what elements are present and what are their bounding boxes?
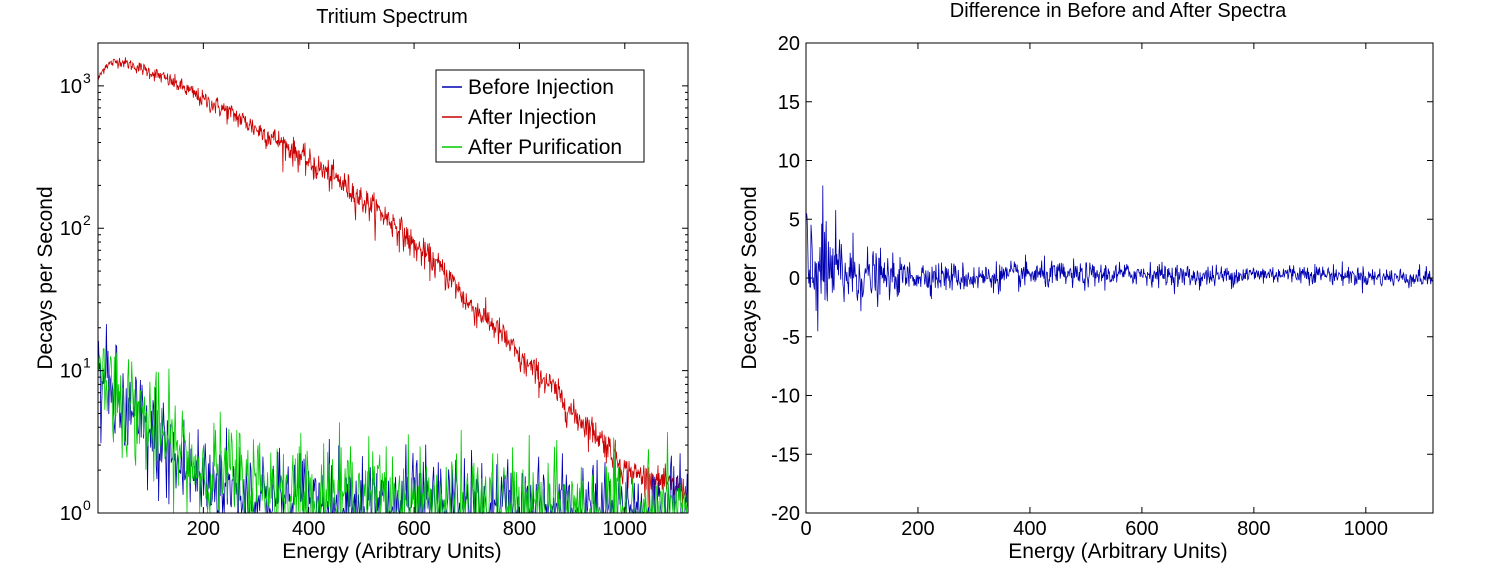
- chart1-y-tick-label: 10 2: [60, 212, 91, 240]
- chart1-y-tick-exponent: 3: [83, 70, 91, 86]
- legend-label-before-injection: Before Injection: [468, 76, 614, 99]
- chart1-legend-box: [435, 69, 645, 163]
- chart1-y-tick-base: 10: [60, 76, 82, 98]
- difference-chart: Difference in Before and After Spectra 0…: [738, 0, 1434, 563]
- chart2-series-difference: [805, 185, 1434, 332]
- chart2-y-tick-label: 5: [789, 209, 800, 231]
- chart2-x-tick-label: 400: [1013, 518, 1046, 540]
- legend-label-after-injection: After Injection: [468, 106, 596, 129]
- chart2-y-tick-label: -15: [771, 444, 800, 466]
- chart1-y-tick-exponent: 2: [83, 212, 91, 228]
- chart1-y-tick-label: 10 3: [60, 70, 91, 98]
- chart2-y-tick-label: 0: [789, 268, 800, 290]
- chart2-x-tick-label: 0: [800, 518, 811, 540]
- chart2-y-ticks: -20 -15 -10 -5 0 5 10 15 20: [771, 33, 1433, 525]
- chart2-x-tick-label: 1000: [1344, 518, 1389, 540]
- chart2-x-tick-label: 800: [1237, 518, 1270, 540]
- chart2-x-tick-label: 600: [1125, 518, 1158, 540]
- chart1-x-tick-label: 600: [397, 518, 430, 540]
- legend-label-after-purification: After Purification: [468, 136, 622, 159]
- chart2-y-tick-label: -20: [771, 503, 800, 525]
- chart1-x-tick-label: 1000: [603, 518, 648, 540]
- chart2-y-tick-label: 15: [778, 92, 800, 114]
- chart1-y-tick-base: 10: [60, 218, 82, 240]
- chart1-y-tick-label: 10 0: [60, 497, 91, 525]
- chart1-x-tick-label: 400: [292, 518, 325, 540]
- chart1-x-label: Energy (Aribtrary Units): [282, 540, 501, 563]
- chart1-y-label: Decays per Second: [34, 186, 57, 369]
- chart2-series-group: [805, 185, 1434, 332]
- chart1-series-after-purification: [98, 348, 689, 515]
- chart1-y-tick-base: 10: [60, 503, 82, 525]
- chart2-y-tick-label: -10: [771, 386, 800, 408]
- chart2-x-tick-label: 200: [901, 518, 934, 540]
- chart2-y-tick-label: -5: [782, 327, 800, 349]
- chart2-y-tick-label: 10: [778, 151, 800, 173]
- chart1-axes-box: [97, 42, 689, 514]
- chart2-x-label: Energy (Arbitrary Units): [1008, 540, 1227, 563]
- chart1-title: Tritium Spectrum: [316, 6, 468, 28]
- chart2-x-ticks: 0 200 400 600 800 1000: [800, 43, 1388, 540]
- chart1-series-after-injection: [98, 57, 689, 514]
- chart1-legend: Before Injection After Injection After P…: [435, 69, 645, 163]
- chart1-x-tick-label: 200: [187, 518, 220, 540]
- chart1-x-ticks: 200 400 600 800 1000: [187, 43, 647, 540]
- chart2-y-tick-label: 20: [778, 33, 800, 55]
- chart2-y-label: Decays per Second: [738, 186, 761, 369]
- chart1-x-tick-label: 800: [503, 518, 536, 540]
- chart1-y-tick-exponent: 0: [83, 497, 91, 513]
- chart1-y-tick-exponent: 1: [83, 355, 91, 371]
- chart2-title: Difference in Before and After Spectra: [950, 0, 1287, 22]
- chart1-y-tick-label: 10 1: [60, 355, 91, 383]
- chart1-y-tick-base: 10: [60, 361, 82, 383]
